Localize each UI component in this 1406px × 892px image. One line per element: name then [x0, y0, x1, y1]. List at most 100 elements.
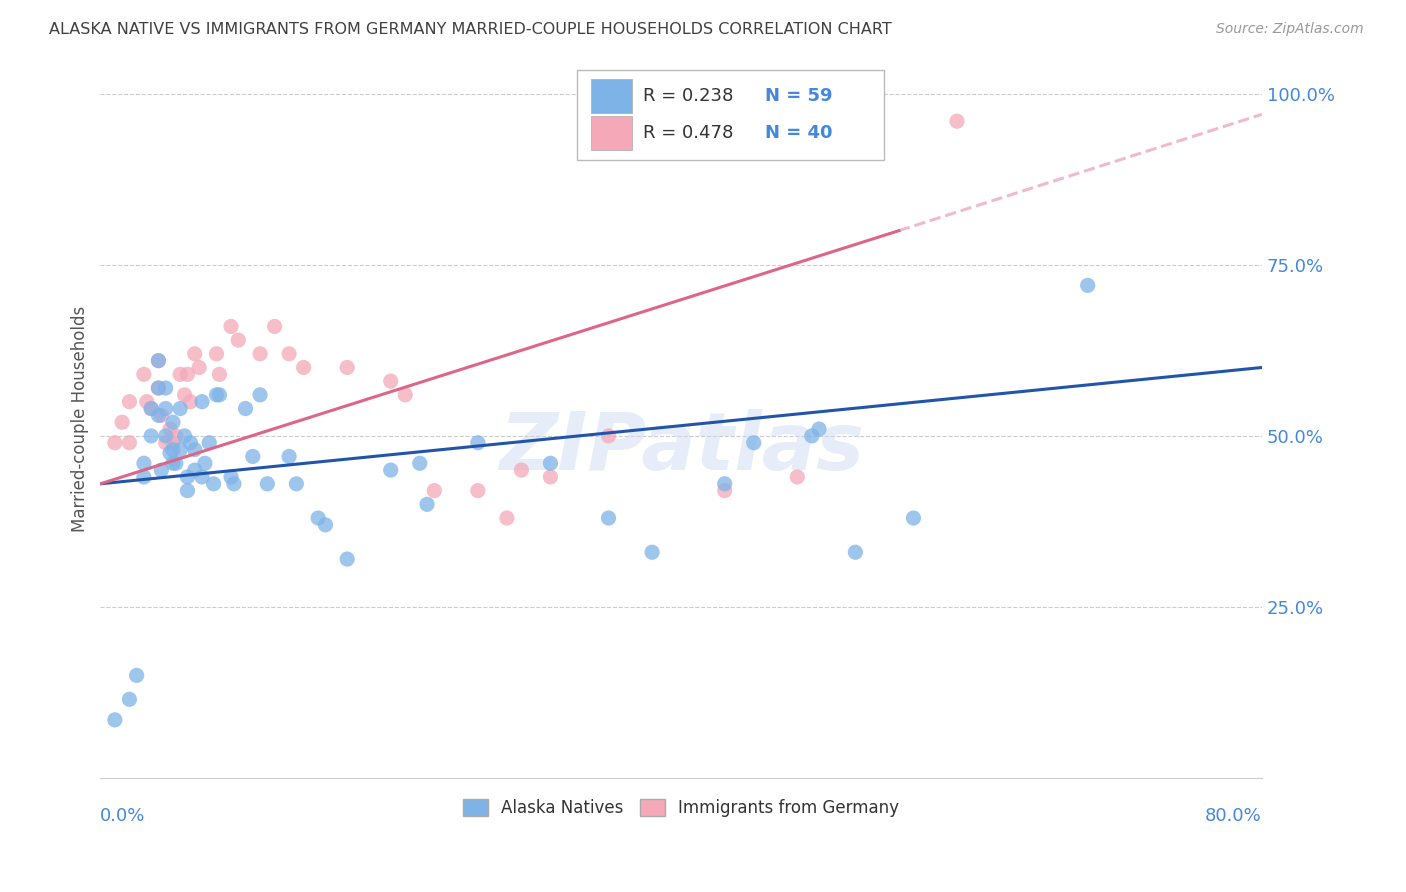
Point: [380, 463, 402, 477]
Y-axis label: Married-couple Households: Married-couple Households: [72, 306, 89, 532]
Point: [162, 435, 184, 450]
Point: [135, 394, 157, 409]
Point: [155, 401, 177, 416]
Point: [1077, 278, 1099, 293]
Point: [162, 415, 184, 429]
Point: [183, 463, 205, 477]
Point: [165, 456, 187, 470]
Point: [148, 353, 170, 368]
Point: [786, 470, 808, 484]
Point: [285, 476, 308, 491]
Point: [155, 435, 177, 450]
Point: [159, 446, 181, 460]
Point: [467, 483, 489, 498]
Point: [169, 368, 191, 382]
Point: [202, 476, 225, 491]
Point: [165, 429, 187, 443]
Point: [125, 668, 148, 682]
Point: [176, 368, 198, 382]
Text: ZIPatlas: ZIPatlas: [499, 409, 863, 486]
Point: [176, 470, 198, 484]
Point: [423, 483, 446, 498]
Point: [242, 450, 264, 464]
Point: [141, 429, 163, 443]
Point: [808, 422, 831, 436]
Point: [641, 545, 664, 559]
Point: [800, 429, 823, 443]
Point: [118, 394, 141, 409]
Point: [169, 442, 191, 457]
Point: [510, 463, 533, 477]
Point: [235, 401, 257, 416]
Point: [198, 435, 221, 450]
Text: 0.0%: 0.0%: [100, 806, 146, 825]
Point: [713, 476, 735, 491]
Point: [278, 347, 301, 361]
Point: [844, 545, 866, 559]
Point: [496, 511, 519, 525]
Point: [292, 360, 315, 375]
Point: [208, 388, 231, 402]
Point: [314, 517, 336, 532]
Point: [205, 388, 228, 402]
Point: [307, 511, 329, 525]
Point: [141, 401, 163, 416]
Point: [226, 333, 249, 347]
Point: [598, 511, 620, 525]
Point: [150, 463, 173, 477]
Text: N = 59: N = 59: [765, 87, 832, 105]
Point: [416, 497, 439, 511]
Text: R = 0.238: R = 0.238: [643, 87, 733, 105]
Point: [249, 347, 271, 361]
Point: [148, 353, 170, 368]
Point: [946, 114, 969, 128]
Point: [540, 470, 562, 484]
Point: [118, 692, 141, 706]
Point: [249, 388, 271, 402]
Text: N = 40: N = 40: [765, 124, 832, 142]
Point: [148, 381, 170, 395]
Point: [118, 435, 141, 450]
FancyBboxPatch shape: [576, 70, 884, 161]
Point: [903, 511, 925, 525]
Point: [205, 347, 228, 361]
Point: [150, 409, 173, 423]
Point: [148, 381, 170, 395]
Point: [169, 401, 191, 416]
Point: [173, 388, 195, 402]
Point: [132, 368, 155, 382]
Point: [159, 422, 181, 436]
Point: [155, 381, 177, 395]
Point: [598, 429, 620, 443]
Point: [141, 401, 163, 416]
Point: [263, 319, 285, 334]
Point: [380, 374, 402, 388]
Text: ALASKA NATIVE VS IMMIGRANTS FROM GERMANY MARRIED-COUPLE HOUSEHOLDS CORRELATION C: ALASKA NATIVE VS IMMIGRANTS FROM GERMANY…: [49, 22, 891, 37]
Point: [194, 456, 217, 470]
Point: [409, 456, 432, 470]
Point: [742, 435, 765, 450]
Point: [278, 450, 301, 464]
Point: [183, 347, 205, 361]
Point: [155, 429, 177, 443]
Point: [183, 442, 205, 457]
Point: [219, 470, 242, 484]
Point: [179, 435, 201, 450]
Point: [467, 435, 489, 450]
FancyBboxPatch shape: [591, 116, 633, 150]
Point: [336, 552, 359, 566]
Text: Source: ZipAtlas.com: Source: ZipAtlas.com: [1216, 22, 1364, 37]
Point: [111, 415, 134, 429]
Point: [162, 442, 184, 457]
Point: [104, 713, 127, 727]
Text: 80.0%: 80.0%: [1205, 806, 1263, 825]
Point: [394, 388, 416, 402]
Legend: Alaska Natives, Immigrants from Germany: Alaska Natives, Immigrants from Germany: [456, 792, 905, 823]
Point: [222, 476, 245, 491]
FancyBboxPatch shape: [591, 79, 633, 113]
Point: [191, 470, 214, 484]
Point: [336, 360, 359, 375]
Point: [713, 483, 735, 498]
Point: [132, 470, 155, 484]
Text: R = 0.478: R = 0.478: [643, 124, 733, 142]
